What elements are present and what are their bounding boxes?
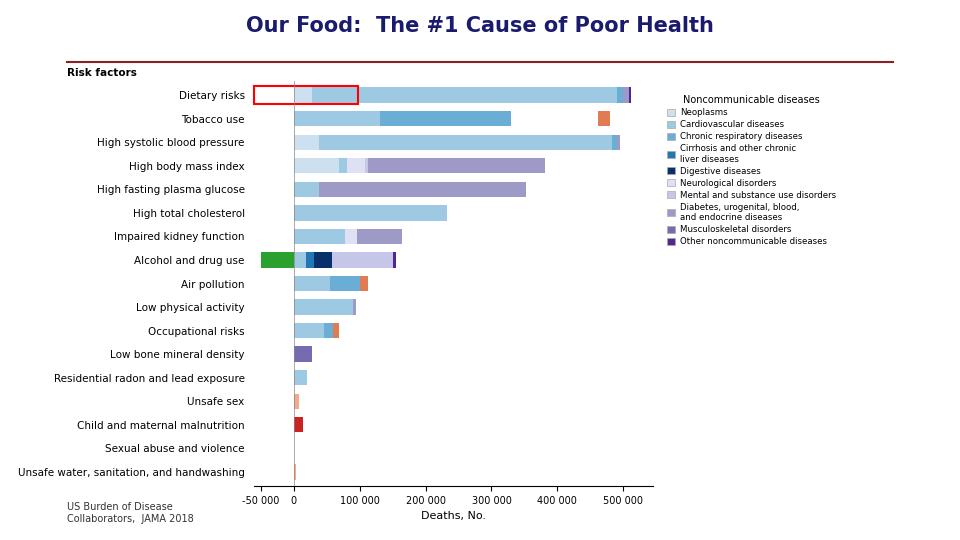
Bar — [332, 252, 393, 268]
Bar — [294, 370, 307, 386]
Bar — [319, 134, 612, 150]
Bar — [623, 87, 629, 103]
Bar — [294, 464, 296, 480]
Bar — [365, 158, 369, 173]
Bar — [306, 252, 314, 268]
Bar — [333, 323, 339, 338]
Bar — [294, 134, 319, 150]
Text: Our Food:  The #1 Cause of Poor Health: Our Food: The #1 Cause of Poor Health — [246, 16, 714, 36]
Bar — [294, 417, 303, 433]
Bar — [629, 87, 631, 103]
Bar — [261, 252, 294, 268]
Bar — [294, 252, 306, 268]
Bar — [294, 323, 324, 338]
Bar — [598, 111, 610, 126]
Text: US Burden of Disease
Collaborators,  JAMA 2018: US Burden of Disease Collaborators, JAMA… — [67, 502, 194, 524]
Bar — [393, 252, 396, 268]
Bar — [294, 229, 346, 244]
Bar — [339, 158, 347, 173]
Bar — [347, 158, 365, 173]
Bar — [294, 181, 319, 197]
Bar — [360, 276, 369, 291]
Bar — [294, 276, 330, 291]
Bar — [369, 158, 545, 173]
Bar — [294, 394, 299, 409]
Bar — [294, 87, 312, 103]
Bar — [319, 181, 526, 197]
Legend: Neoplasms, Cardiovascular diseases, Chronic respiratory diseases, Cirrhosis and : Neoplasms, Cardiovascular diseases, Chro… — [665, 93, 837, 248]
X-axis label: Deaths, No.: Deaths, No. — [421, 511, 486, 521]
Bar — [357, 229, 402, 244]
Bar — [294, 205, 446, 220]
Bar — [617, 134, 620, 150]
Bar — [294, 299, 353, 315]
Bar — [312, 87, 616, 103]
Bar — [612, 134, 617, 150]
Bar — [346, 229, 357, 244]
Bar — [616, 87, 623, 103]
Text: Risk factors: Risk factors — [67, 68, 137, 78]
Bar — [324, 323, 333, 338]
Bar — [330, 276, 360, 291]
Bar — [294, 158, 339, 173]
Bar — [379, 111, 512, 126]
Bar — [294, 111, 379, 126]
Bar — [353, 299, 356, 315]
Bar — [314, 252, 332, 268]
Bar — [294, 347, 312, 362]
